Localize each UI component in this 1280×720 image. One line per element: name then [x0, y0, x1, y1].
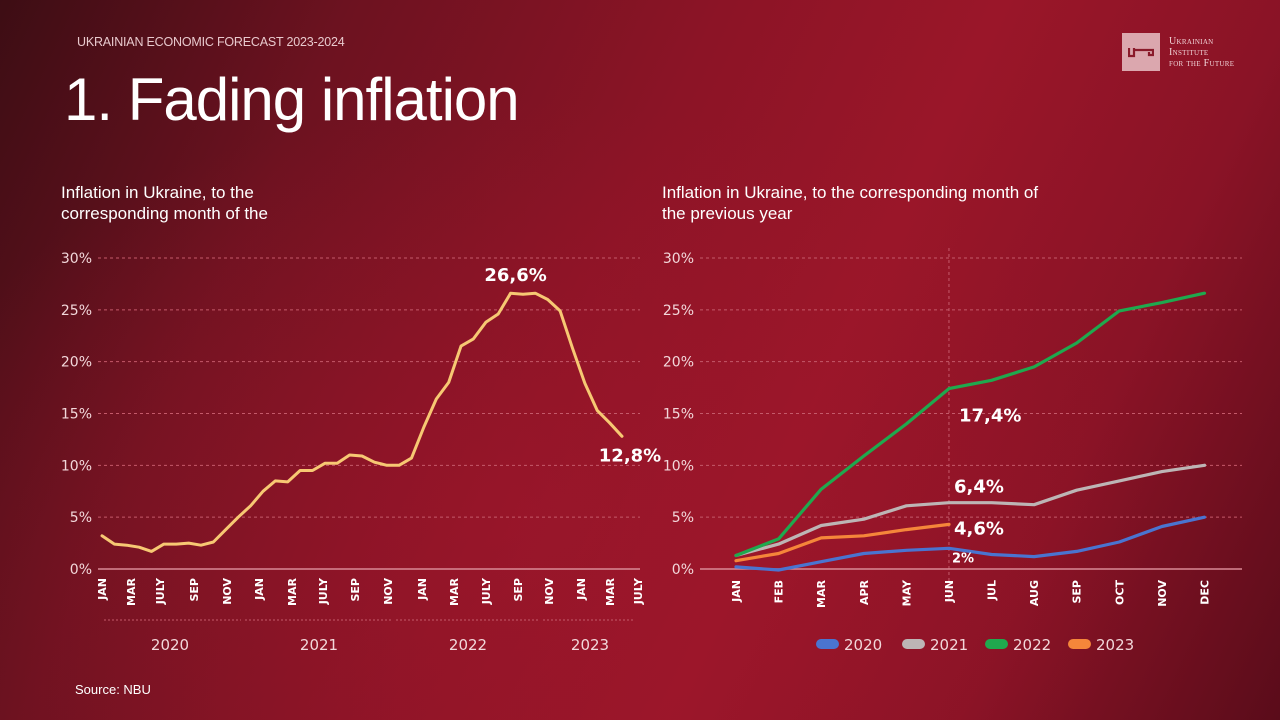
x-tick-label: JAN — [253, 578, 266, 601]
y-tick-label: 20% — [61, 355, 92, 371]
series-line-2020 — [734, 515, 1207, 572]
source-note: Source: NBU — [75, 682, 151, 697]
y-tick-label: 5% — [70, 510, 92, 526]
logo-line: Institute — [1169, 46, 1209, 58]
page-title: 1. Fading inflation — [64, 66, 520, 133]
logo-text: Ukrainian Institute for the Future — [1169, 36, 1234, 69]
x-tick-label: MAR — [815, 579, 828, 607]
y-tick-label: 20% — [663, 355, 694, 371]
left-chart: 0% 5% 10% 15% 20% 25% 30% JAN MAR JULY SEP NOV JAN MA… — [61, 251, 661, 654]
data-label-2020: 2% — [952, 551, 974, 566]
y-tick-label: 25% — [61, 303, 92, 319]
y-tick-label: 30% — [61, 251, 92, 267]
x-tick-label: JUL — [986, 580, 999, 601]
legend-swatch-2020 — [816, 639, 839, 649]
legend: 2020 2021 2022 2023 — [816, 636, 1134, 654]
data-label-2023: 4,6% — [954, 518, 1004, 539]
x-tick-label: SEP — [188, 578, 201, 602]
data-label-2021: 6,4% — [954, 477, 1004, 498]
x-tick-label: JULY — [317, 577, 330, 605]
legend-swatch-2023 — [1068, 639, 1091, 649]
x-tick-label: SEP — [1071, 580, 1084, 604]
year-label: 2021 — [300, 636, 338, 654]
data-label-last: 12,8% — [599, 445, 661, 466]
x-tick-label: MAR — [448, 577, 461, 605]
y-tick-label: 30% — [663, 251, 694, 267]
x-tick-label: APR — [858, 579, 871, 605]
x-tick-label: OCT — [1113, 580, 1126, 605]
x-tick-label: NOV — [221, 578, 234, 605]
series-line-2023 — [734, 522, 951, 563]
series-line-2022 — [734, 291, 1207, 558]
legend-swatch-2022 — [985, 639, 1008, 649]
year-label: 2020 — [151, 636, 189, 654]
x-tick-label: SEP — [349, 578, 362, 602]
x-tick-label: DEC — [1199, 580, 1212, 605]
key-icon — [1122, 33, 1160, 71]
institute-logo: Ukrainian Institute for the Future — [1122, 33, 1234, 71]
y-tick-label: 0% — [70, 562, 92, 578]
y-tick-label: 5% — [672, 510, 694, 526]
right-chart-title: Inflation in Ukraine, to the correspondi… — [662, 183, 1039, 223]
x-tick-label: MAR — [286, 577, 299, 605]
logo-line: Ukrainian — [1169, 35, 1214, 47]
x-tick-label: MAY — [900, 579, 913, 606]
report-kicker: UKRAINIAN ECONOMIC FORECAST 2023-2024 — [77, 35, 345, 49]
y-tick-label: 10% — [61, 458, 92, 474]
y-tick-label: 10% — [663, 458, 694, 474]
x-tick-label: JUN — [943, 580, 956, 603]
x-tick-label: MAR — [604, 577, 617, 605]
series-line-2021 — [734, 463, 1207, 558]
x-tick-label: FEB — [773, 580, 786, 603]
logo-line: for the Future — [1169, 57, 1235, 69]
x-tick-label: MAR — [125, 577, 138, 605]
x-tick-label: JAN — [96, 578, 109, 601]
x-tick-label: SEP — [512, 578, 525, 602]
x-tick-label: NOV — [382, 578, 395, 605]
year-label: 2023 — [571, 636, 609, 654]
x-tick-label: JULY — [480, 577, 493, 605]
year-label: 2022 — [449, 636, 487, 654]
x-tick-label: NOV — [1156, 580, 1169, 607]
x-tick-label: JAN — [575, 578, 588, 601]
x-tick-label: JULY — [154, 577, 167, 605]
legend-swatch-2021 — [902, 639, 925, 649]
x-tick-label: JAN — [416, 578, 429, 601]
y-tick-label: 25% — [663, 303, 694, 319]
y-tick-label: 15% — [61, 407, 92, 423]
legend-label-2021: 2021 — [930, 636, 968, 654]
right-chart: 0% 5% 10% 15% 20% 25% 30% JAN FEB MAR APR MAY JUN JUL… — [663, 248, 1242, 654]
x-tick-label: NOV — [543, 578, 556, 605]
x-tick-label: JULY — [632, 577, 645, 605]
series-line-cpi — [100, 291, 624, 553]
y-tick-label: 0% — [672, 562, 694, 578]
legend-label-2020: 2020 — [844, 636, 882, 654]
legend-label-2023: 2023 — [1096, 636, 1134, 654]
data-label-peak: 26,6% — [484, 265, 546, 286]
data-label-2022: 17,4% — [959, 406, 1021, 427]
y-tick-label: 15% — [663, 407, 694, 423]
x-tick-label: JAN — [730, 580, 743, 603]
left-chart-title: Inflation in Ukraine, to the correspondi… — [61, 183, 268, 223]
legend-label-2022: 2022 — [1013, 636, 1051, 654]
x-tick-label: AUG — [1028, 580, 1041, 606]
